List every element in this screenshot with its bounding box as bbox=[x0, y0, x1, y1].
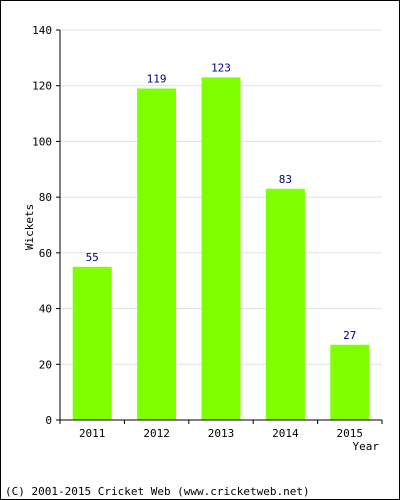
bars bbox=[72, 77, 370, 420]
y-tick-label: 0 bbox=[45, 414, 52, 427]
bar bbox=[265, 188, 305, 420]
bar bbox=[137, 88, 177, 420]
data-label: 83 bbox=[279, 173, 292, 186]
copyright-footer: (C) 2001-2015 Cricket Web (www.cricketwe… bbox=[5, 485, 310, 498]
bar bbox=[330, 344, 370, 420]
x-tick-label: 2012 bbox=[143, 427, 170, 440]
y-axis-title: Wickets bbox=[23, 204, 36, 250]
y-tick-label: 80 bbox=[39, 191, 52, 204]
bar bbox=[201, 77, 241, 420]
data-label: 123 bbox=[211, 61, 231, 74]
y-tick-label: 60 bbox=[39, 247, 52, 260]
y-tick-label: 120 bbox=[32, 80, 52, 93]
axes bbox=[56, 29, 383, 424]
data-label: 27 bbox=[343, 329, 356, 342]
x-axis-title: Year bbox=[353, 440, 380, 453]
y-tick-label: 100 bbox=[32, 135, 52, 148]
x-tick-label: 2011 bbox=[79, 427, 106, 440]
labels: 0 20 40 60 80 100 120 140 55 2011 119 2012 123 2013 83… bbox=[32, 24, 363, 440]
y-tick-label: 140 bbox=[32, 24, 52, 37]
x-tick-label: 2015 bbox=[337, 427, 364, 440]
bar bbox=[72, 266, 112, 420]
x-tick-label: 2014 bbox=[272, 427, 299, 440]
x-tick-label: 2013 bbox=[208, 427, 235, 440]
data-label: 55 bbox=[86, 251, 99, 264]
data-label: 119 bbox=[147, 73, 167, 86]
y-tick-label: 20 bbox=[39, 358, 52, 371]
y-tick-label: 40 bbox=[39, 303, 52, 316]
